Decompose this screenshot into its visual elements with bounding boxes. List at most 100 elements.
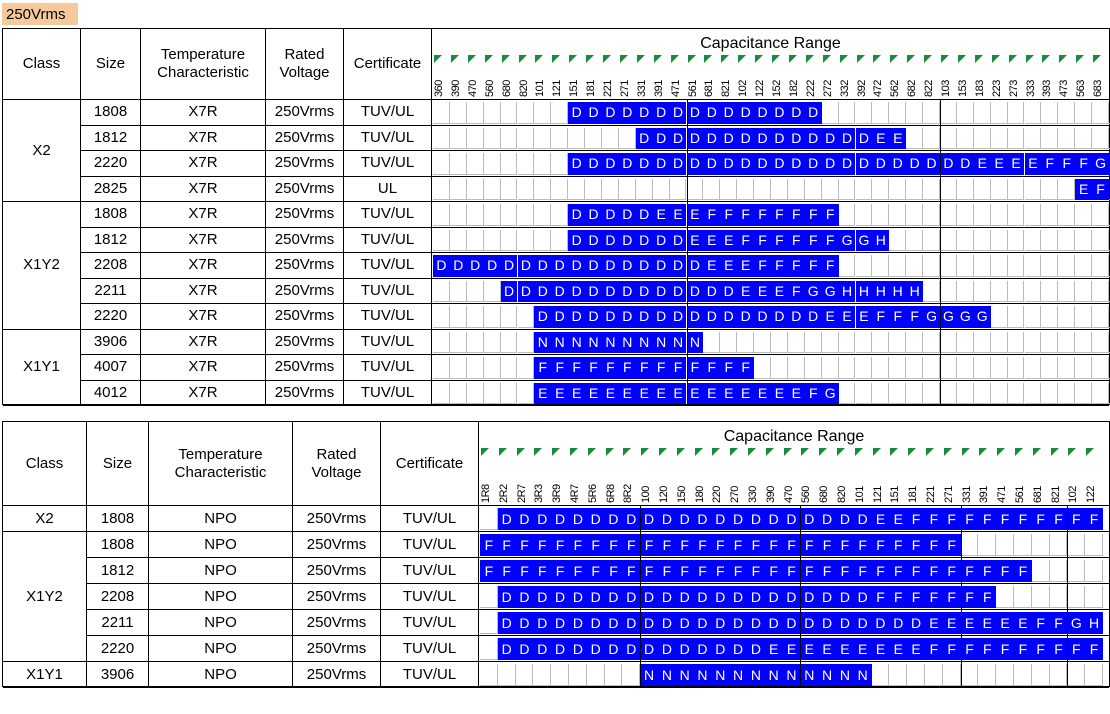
grid-cell [1031,560,1050,582]
grid-cell [855,204,873,226]
grid-cell [483,382,501,404]
cap-label: 122 [1085,486,1098,503]
code-mark: D [686,255,704,277]
code-mark: F [640,560,658,582]
grid-cell [1058,255,1076,277]
grid-cell [1067,586,1086,608]
grid-cell [1092,357,1109,379]
code-mark: D [686,280,704,302]
code-mark: D [729,508,747,530]
code-mark: E [720,229,738,251]
code-mark: E [618,382,636,404]
code-mark: E [800,638,819,660]
rated-voltage-cell: 250Vrms [266,253,344,279]
code-mark: F [787,204,805,226]
grid-cell [449,306,467,328]
code-mark: N [652,331,670,353]
grid-cell [1024,229,1042,251]
code-mark: D [618,306,636,328]
grid-cell [1041,178,1059,200]
code-mark: E [585,382,602,404]
code-mark: D [711,638,730,660]
grid-cell [534,204,552,226]
code-mark: D [622,612,641,634]
grid-cell [978,534,997,556]
grid-cell [449,280,467,302]
code-mark: F [729,534,747,556]
grid-cell [990,178,1008,200]
grid-cell [500,382,518,404]
code-mark: D [804,306,822,328]
cap-marker-icon [991,55,1000,63]
grid-cell [923,178,940,200]
grid-cell [978,664,997,686]
code-mark: E [568,382,586,404]
grid-cell [1092,331,1109,353]
grid-cell [1031,534,1050,556]
grid-cell [500,127,518,149]
grid-cell [1041,331,1059,353]
grid-cell [1024,204,1042,226]
code-mark: D [618,280,636,302]
grid-cell [622,664,641,686]
code-mark: F [907,586,925,608]
grid-cell [838,102,856,124]
grid-cell [754,331,771,353]
code-mark: E [782,638,801,660]
code-mark: H [889,280,907,302]
grid-cell [996,586,1014,608]
cap-marker-icon [839,55,848,63]
code-mark: F [497,534,516,556]
grid-cell [855,255,873,277]
grid-cell [1024,306,1042,328]
grid-cell [1041,229,1059,251]
grid-cell [906,357,924,379]
grid-cell [1007,331,1025,353]
code-mark: F [889,560,908,582]
grid-cell [1024,331,1042,353]
code-mark: D [838,153,856,175]
grid-cell [838,331,856,353]
code-mark: E [754,382,771,404]
cap-label: 393 [1041,80,1054,97]
grid-cell [1024,127,1042,149]
cap-marker-icon [636,55,645,63]
code-mark: N [640,664,658,686]
code-mark: F [942,560,961,582]
grid-cell [720,331,738,353]
code-mark: D [618,153,636,175]
code-mark: D [889,153,907,175]
grid-cell [956,255,974,277]
cap-marker-icon [1042,55,1051,63]
cap-label: 680 [818,486,831,503]
grid-cell [1007,204,1025,226]
grid-cell [956,178,974,200]
grid-cell [923,357,940,379]
code-mark: F [818,560,836,582]
code-mark: G [821,280,839,302]
code-mark: D [720,102,738,124]
code-mark: G [838,229,856,251]
temperature-cell: X7R [141,151,266,177]
grid-cell [771,357,788,379]
grid-cell [804,357,822,379]
code-mark: E [652,382,670,404]
code-mark: F [618,357,636,379]
code-mark: E [871,638,890,660]
code-mark: E [686,229,704,251]
grid-cell [1075,306,1093,328]
code-mark: D [602,153,619,175]
grid-cell [449,357,467,379]
certificate-cell: TUV/UL [344,380,432,406]
code-mark: D [747,638,765,660]
grid-cell [990,357,1008,379]
grid-cell [1092,255,1109,277]
code-mark: D [515,508,534,530]
cap-marker-icon [1093,55,1102,63]
cap-label: 561 [1014,486,1026,503]
code-mark: F [804,255,822,277]
code-mark: D [720,153,738,175]
cap-label: 3R9 [551,484,564,503]
